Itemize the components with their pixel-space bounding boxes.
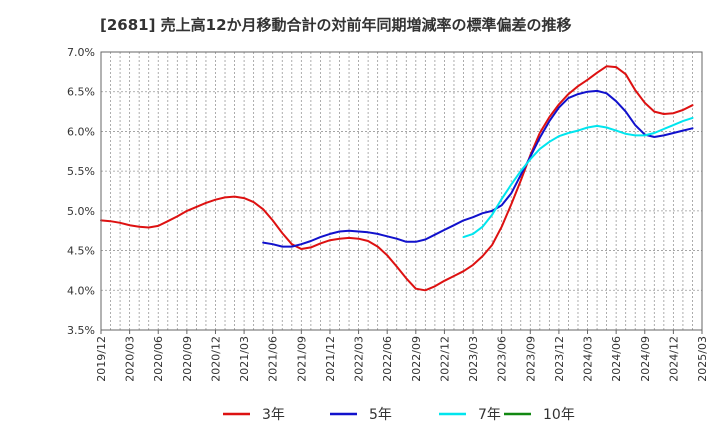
y-tick-label: 7.0% xyxy=(67,46,95,59)
y-tick-label: 5.5% xyxy=(67,165,95,178)
x-tick-label: 2024/03 xyxy=(582,336,595,382)
x-axis: 2019/12 2020/03 2020/06 2020/09 2020/12 2021/… xyxy=(95,330,709,382)
series-line-3年 xyxy=(100,65,694,292)
legend-label-10年: 10年 xyxy=(543,407,575,423)
x-tick-label: 2023/03 xyxy=(467,336,480,382)
legend-label-7年: 7年 xyxy=(478,407,501,423)
series-line-5年 xyxy=(262,89,694,248)
grid-lines xyxy=(100,51,703,331)
chart-title: [2681] 売上高12か月移動合計の対前年同期増減率の標準偏差の推移 xyxy=(100,16,572,34)
x-tick-label: 2023/12 xyxy=(553,336,566,382)
x-tick-label: 2025/03 xyxy=(696,336,709,382)
y-tick-label: 6.5% xyxy=(67,86,95,99)
legend-label-5年: 5年 xyxy=(369,407,392,423)
y-tick-label: 5.0% xyxy=(67,205,95,218)
x-tick-label: 2021/03 xyxy=(238,336,251,382)
x-tick-label: 2023/09 xyxy=(524,336,537,382)
y-axis: 3.5% 4.0% 4.5% 5.0% 5.5% 6.0% 6.5% 7.0% xyxy=(67,46,95,337)
x-tick-label: 2020/06 xyxy=(152,336,165,382)
x-tick-label: 2021/06 xyxy=(267,336,280,382)
x-tick-label: 2021/12 xyxy=(324,336,337,382)
x-tick-label: 2022/06 xyxy=(381,336,394,382)
x-tick-label: 2023/06 xyxy=(496,336,509,382)
x-tick-label: 2020/12 xyxy=(209,336,222,382)
x-tick-label: 2022/03 xyxy=(353,336,366,382)
y-tick-label: 6.0% xyxy=(67,125,95,138)
x-tick-label: 2024/09 xyxy=(639,336,652,382)
series-lines xyxy=(100,65,694,292)
x-tick-label: 2024/12 xyxy=(667,336,680,382)
x-tick-label: 2020/09 xyxy=(181,336,194,382)
x-tick-label: 2022/12 xyxy=(438,336,451,382)
series-line-7年 xyxy=(462,116,694,239)
plot-frame xyxy=(100,51,703,331)
legend-label-3年: 3年 xyxy=(262,407,285,423)
y-tick-label: 3.5% xyxy=(67,324,95,337)
legend: 3年 5年 7年 10年 xyxy=(223,407,575,423)
x-tick-label: 2019/12 xyxy=(95,336,108,382)
x-tick-label: 2020/03 xyxy=(124,336,137,382)
x-tick-label: 2021/09 xyxy=(295,336,308,382)
x-tick-label: 2022/09 xyxy=(410,336,423,382)
y-tick-label: 4.0% xyxy=(67,284,95,297)
x-tick-label: 2024/06 xyxy=(610,336,623,382)
y-tick-label: 4.5% xyxy=(67,245,95,258)
